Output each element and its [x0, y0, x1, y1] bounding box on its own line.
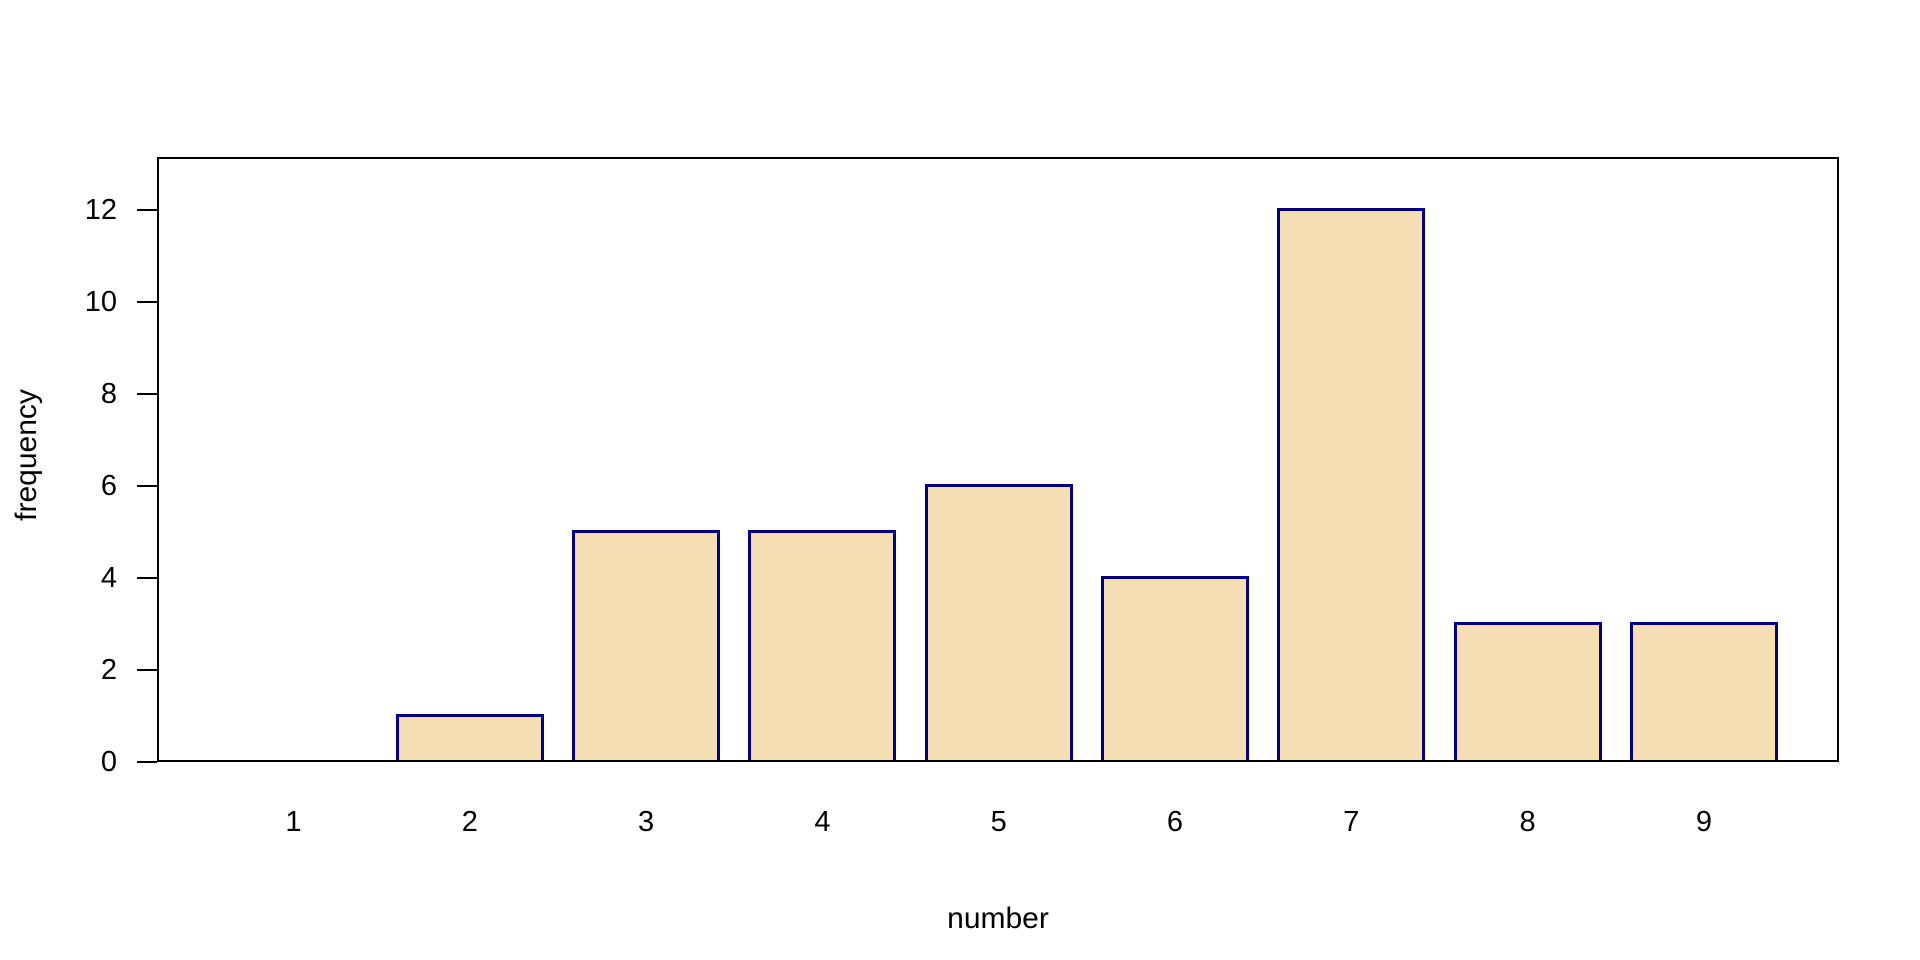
y-tick-mark [137, 485, 157, 487]
y-tick-label: 0 [100, 746, 117, 778]
x-tick-label: 6 [1166, 806, 1184, 838]
y-tick-mark [137, 577, 157, 579]
y-tick-label: 6 [100, 470, 117, 502]
bar-4 [748, 530, 897, 760]
y-tick-mark [137, 301, 157, 303]
y-tick-mark [137, 761, 157, 763]
x-tick-label: 8 [1519, 806, 1536, 838]
bar-5 [924, 484, 1073, 760]
x-tick-label: 4 [814, 806, 831, 838]
x-tick-label: 5 [990, 806, 1007, 838]
y-tick-label: 4 [100, 562, 117, 594]
x-tick-label: 3 [638, 806, 655, 838]
y-tick-mark [137, 393, 157, 395]
y-tick-label: 10 [84, 286, 117, 318]
x-tick-label: 1 [285, 806, 302, 838]
y-tick-mark [137, 209, 157, 211]
bar-6 [1101, 576, 1249, 760]
y-tick-label: 8 [100, 378, 117, 410]
bar-7 [1277, 208, 1426, 760]
x-tick-label: 7 [1343, 806, 1360, 838]
bar-8 [1453, 622, 1602, 760]
y-tick-label: 12 [84, 194, 117, 226]
bar-9 [1629, 622, 1778, 760]
y-tick-label: 2 [100, 654, 117, 686]
x-tick-label: 9 [1695, 806, 1712, 838]
y-tick-mark [137, 669, 157, 671]
x-tick-label: 2 [461, 806, 478, 838]
bar-3 [572, 530, 721, 760]
x-axis-title: number [947, 902, 1049, 935]
plot-area [157, 157, 1839, 762]
bar-2 [395, 714, 544, 760]
